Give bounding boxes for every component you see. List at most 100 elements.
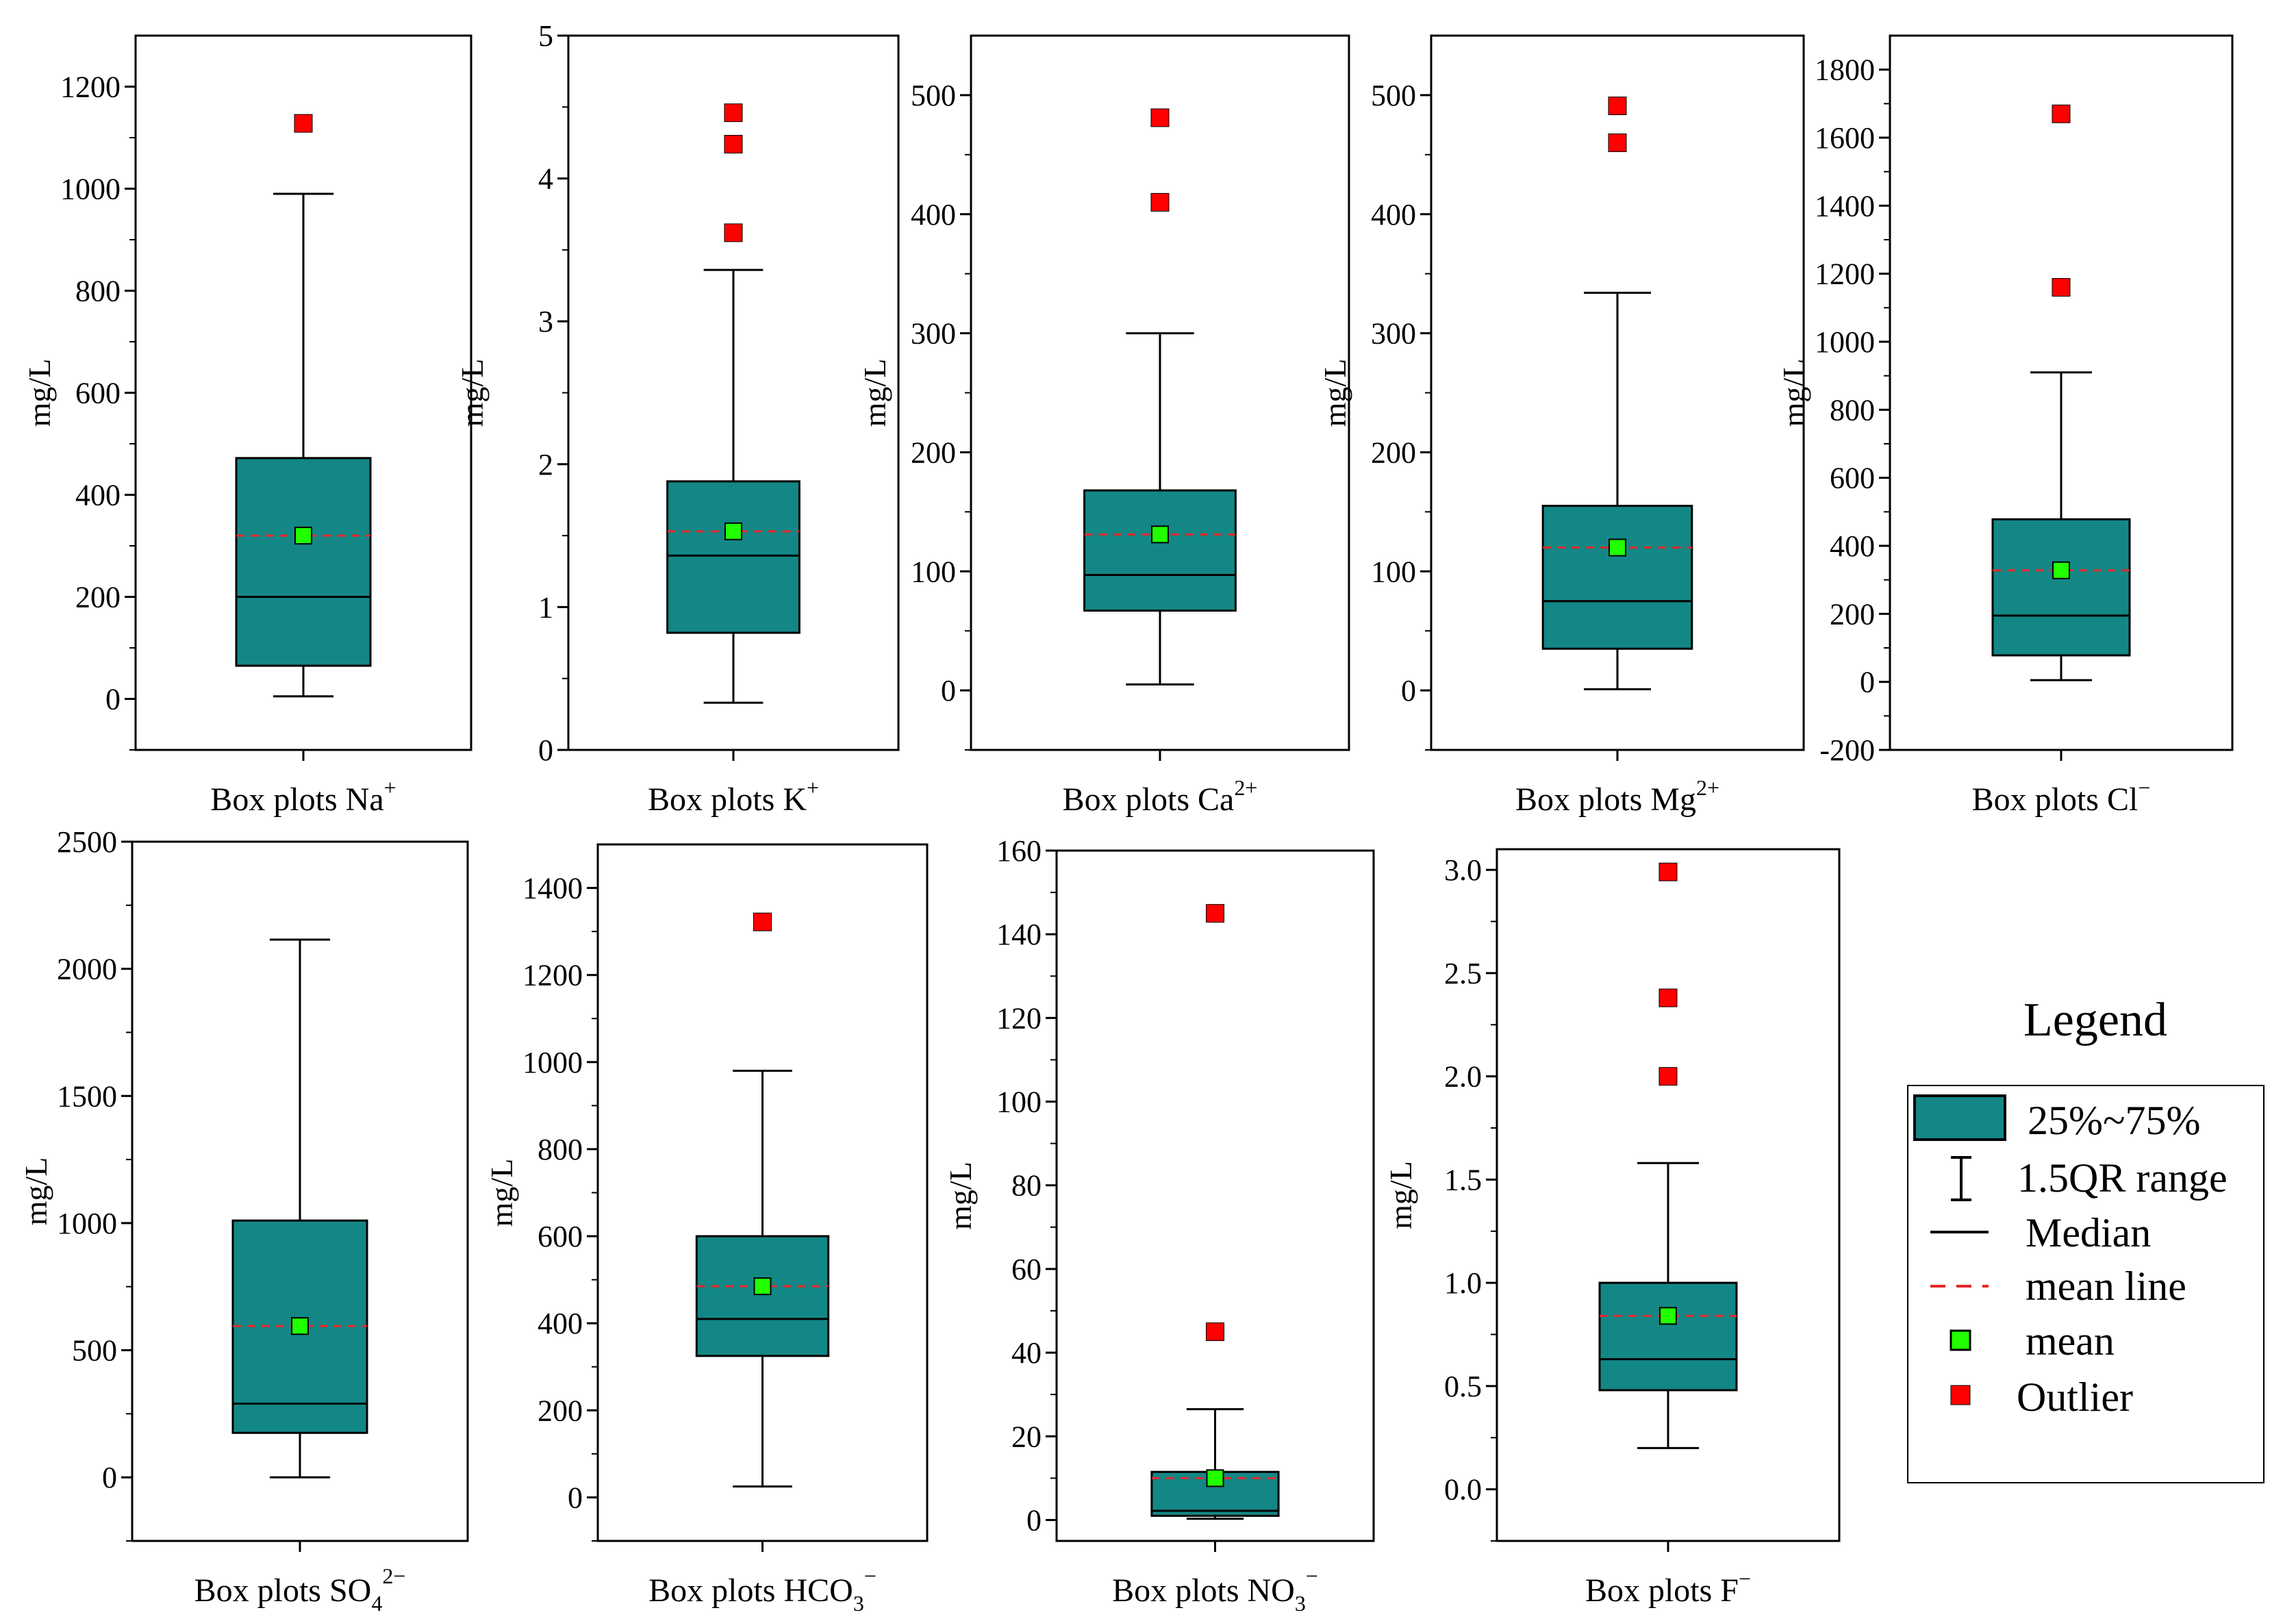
x-label-base: Box plots SO xyxy=(194,1572,372,1609)
y-axis-label: mg/L xyxy=(455,359,490,427)
y-axis-label: mg/L xyxy=(857,359,892,427)
y-tick-label: 0 xyxy=(538,733,553,767)
iqr-box xyxy=(235,457,372,667)
y-tick-label: 200 xyxy=(1830,597,1875,631)
mean-marker xyxy=(1659,1307,1677,1325)
y-axis-label: mg/L xyxy=(1776,359,1811,427)
x-label-superscript: 2+ xyxy=(1234,775,1257,800)
outlier-point xyxy=(2052,278,2071,297)
y-tick-label: 600 xyxy=(1830,462,1875,495)
x-label-superscript: − xyxy=(1306,1564,1318,1588)
x-axis-label: Box plots Ca2+ xyxy=(1063,775,1258,818)
y-tick-label: 200 xyxy=(538,1394,583,1427)
y-tick-label: 1000 xyxy=(57,1207,117,1240)
legend: Legend 25%~75% 1.5QR range Median mean l… xyxy=(1907,994,2265,1483)
outlier-point xyxy=(1658,862,1678,881)
outlier-point xyxy=(1150,192,1170,212)
y-tick-label: 1400 xyxy=(1815,189,1875,223)
x-label-base: Box plots Cl xyxy=(1972,781,2139,818)
y-tick-label: 200 xyxy=(75,581,121,614)
y-tick-label: 1000 xyxy=(60,173,121,206)
panel-cl: -200 0 200 400 600 800 1000 1200 1400 1600 1800 mg/… xyxy=(1776,34,2234,818)
x-label-superscript: 2− xyxy=(382,1564,405,1588)
y-tick-label: 800 xyxy=(1830,393,1875,427)
y-tick-label: 200 xyxy=(1371,436,1416,469)
legend-frame xyxy=(1907,1085,2265,1483)
x-axis-label: Box plots NO3− xyxy=(1112,1564,1318,1616)
y-tick-label: 1200 xyxy=(60,71,121,104)
y-axis-label: mg/L xyxy=(22,359,57,427)
y-tick-label: 0 xyxy=(941,674,956,707)
x-label-base: Box plots NO xyxy=(1112,1572,1295,1609)
x-axis-label: Box plots HCO3− xyxy=(648,1564,876,1616)
y-tick-label: 400 xyxy=(1830,529,1875,563)
y-tick-label: 3 xyxy=(538,305,553,338)
legend-box-swatch xyxy=(1913,1094,2006,1141)
y-axis-label: mg/L xyxy=(943,1162,978,1230)
y-tick-label: 0 xyxy=(105,683,121,716)
panel-no3: 0 20 40 60 80 100 120 140 160 mg/L Box plots NO3− xyxy=(943,834,1375,1616)
x-label-base: Box plots Mg xyxy=(1515,781,1696,818)
outlier-point xyxy=(294,114,313,133)
iqr-box xyxy=(1991,518,2131,657)
y-tick-label: 2000 xyxy=(57,953,117,986)
y-tick-label: 100 xyxy=(996,1085,1042,1119)
y-tick-label: 1800 xyxy=(1815,53,1875,87)
y-tick-label: 0 xyxy=(102,1461,117,1494)
x-label-base: Box plots K xyxy=(648,781,807,818)
panel-so4: 0 500 1000 1500 2000 2500 mg/L Box plots SO42− xyxy=(18,825,469,1616)
x-label-superscript: − xyxy=(1739,1566,1751,1591)
y-tick-label: 0 xyxy=(1026,1503,1042,1537)
x-label-subscript: 3 xyxy=(853,1591,864,1616)
x-label-superscript: − xyxy=(2138,775,2150,800)
y-tick-label: 5 xyxy=(538,19,553,53)
x-axis-label: Box plots Cl− xyxy=(1972,775,2151,818)
outlier-point xyxy=(1206,904,1224,923)
y-tick-label: 400 xyxy=(911,198,956,231)
y-tick-label: 20 xyxy=(1011,1420,1042,1453)
mean-marker xyxy=(753,1277,772,1296)
iqr-box xyxy=(1598,1281,1738,1392)
outlier-point xyxy=(724,103,743,123)
mean-marker xyxy=(1609,538,1626,557)
y-tick-label: 1.5 xyxy=(1444,1163,1482,1196)
y-tick-label: 1200 xyxy=(1815,258,1875,291)
legend-label-median: Median xyxy=(2026,1210,2151,1255)
y-tick-label: 200 xyxy=(911,436,956,469)
y-tick-label: 100 xyxy=(911,555,956,588)
x-label-subscript: 4 xyxy=(371,1591,382,1616)
y-tick-label: 600 xyxy=(75,377,121,410)
x-axis-label: Box plots Mg2+ xyxy=(1515,775,1719,818)
y-tick-label: 160 xyxy=(996,834,1042,868)
y-axis-label: mg/L xyxy=(18,1157,53,1226)
legend-label-box: 25%~75% xyxy=(2028,1098,2200,1143)
y-tick-label: 0.5 xyxy=(1444,1370,1482,1403)
y-tick-label: 3.0 xyxy=(1444,853,1482,887)
panel-hco3: 0 200 400 600 800 1000 1200 1400 mg/L Box plots H… xyxy=(484,843,929,1616)
y-tick-label: 400 xyxy=(75,479,121,512)
mean-marker xyxy=(291,1317,309,1335)
panel-f: 0.0 0.5 1.0 1.5 2.0 2.5 3.0 mg/L Box plots F− xyxy=(1383,848,1841,1609)
y-tick-label: 40 xyxy=(1011,1336,1042,1370)
x-axis-label: Box plots F− xyxy=(1585,1566,1751,1609)
y-tick-label: 2 xyxy=(538,448,553,481)
y-tick-label: 300 xyxy=(911,317,956,351)
mean-marker xyxy=(1206,1469,1224,1488)
panel-mg: 0 100 200 300 400 500 mg/L Box plots Mg2+ xyxy=(1317,34,1805,818)
y-tick-label: 600 xyxy=(538,1220,583,1253)
mean-marker xyxy=(2052,561,2070,579)
y-tick-label: 4 xyxy=(538,162,553,196)
outlier-point xyxy=(1608,133,1627,152)
outlier-point xyxy=(1150,108,1170,127)
y-tick-label: 1400 xyxy=(522,872,583,905)
legend-mean-swatch xyxy=(1950,1329,1971,1351)
y-tick-label: 1000 xyxy=(1815,325,1875,359)
outlier-point xyxy=(1658,988,1678,1007)
y-tick-label: 1200 xyxy=(522,959,583,992)
x-label-superscript: + xyxy=(384,775,396,800)
y-tick-label: -200 xyxy=(1819,733,1875,767)
legend-label-mean-line: mean line xyxy=(2026,1264,2186,1309)
legend-label-mean: mean xyxy=(2026,1318,2115,1364)
x-label-base: Box plots HCO xyxy=(648,1572,853,1609)
iqr-box xyxy=(1541,505,1693,650)
